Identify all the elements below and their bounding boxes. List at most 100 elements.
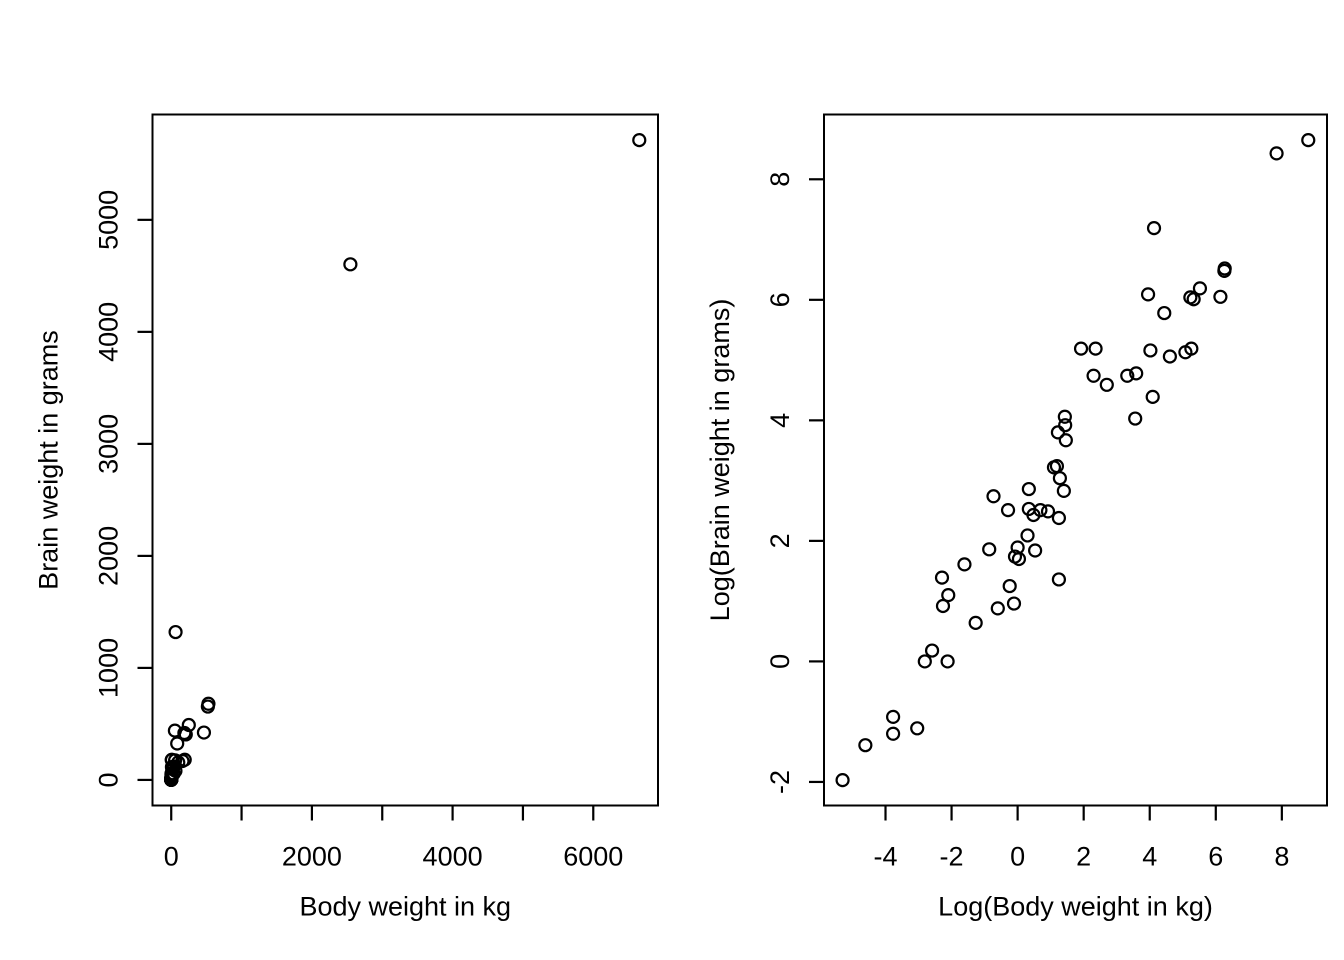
data-point bbox=[858, 738, 873, 753]
y-tick-label: 4 bbox=[765, 413, 795, 428]
y-tick-label: 8 bbox=[765, 172, 795, 187]
data-point bbox=[181, 717, 196, 733]
y-tick-label: 1000 bbox=[94, 638, 124, 698]
y-tick-label: 0 bbox=[765, 654, 795, 669]
data-point bbox=[1128, 411, 1143, 426]
left-panel: 0 2000 4000 6000 0 1000 2000 3000 4000 5000 Body w… bbox=[34, 113, 659, 922]
y-axis-title: Log(Brain weight in grams) bbox=[705, 299, 735, 622]
data-point bbox=[1178, 345, 1193, 360]
data-point bbox=[1058, 433, 1073, 448]
y-tick-label: 2 bbox=[765, 533, 795, 548]
data-point bbox=[1099, 377, 1114, 392]
y-tick-label: 3000 bbox=[94, 414, 124, 474]
data-point bbox=[1058, 418, 1073, 433]
data-point bbox=[201, 696, 216, 711]
data-point bbox=[168, 624, 183, 640]
data-point bbox=[1217, 261, 1232, 276]
data-point bbox=[1056, 483, 1071, 498]
data-point bbox=[164, 772, 179, 787]
data-point bbox=[1051, 572, 1067, 587]
x-tick-label: 4 bbox=[1142, 842, 1157, 872]
data-point bbox=[1028, 543, 1043, 558]
data-point bbox=[196, 725, 212, 740]
data-point bbox=[1073, 341, 1089, 356]
data-point bbox=[1006, 596, 1022, 611]
x-tick-label: 0 bbox=[164, 842, 179, 872]
data-point bbox=[990, 601, 1005, 616]
data-point bbox=[968, 615, 983, 630]
data-point bbox=[1192, 281, 1208, 296]
x-tick-label: 8 bbox=[1274, 842, 1289, 872]
data-point bbox=[924, 643, 940, 658]
plot-box bbox=[151, 113, 659, 807]
data-point bbox=[175, 753, 190, 769]
data-point bbox=[1186, 292, 1201, 307]
data-point bbox=[1050, 425, 1066, 440]
data-point bbox=[1301, 133, 1316, 148]
data-point bbox=[1145, 389, 1160, 404]
right-panel: -4 -2 0 2 4 6 8 -2 0 2 4 6 8 Log(Body weight in kg) Lo… bbox=[705, 113, 1328, 922]
x-axis-title: Log(Body weight in kg) bbox=[938, 892, 1213, 922]
data-point bbox=[1040, 504, 1056, 519]
data-point bbox=[940, 654, 955, 669]
x-tick-label: 2 bbox=[1076, 842, 1091, 872]
data-point bbox=[1086, 368, 1101, 383]
data-point bbox=[167, 723, 182, 738]
y-tick-label: 2000 bbox=[94, 526, 124, 586]
data-point bbox=[1213, 289, 1228, 304]
data-point bbox=[170, 736, 185, 751]
data-point bbox=[1120, 368, 1135, 383]
data-point bbox=[1269, 146, 1284, 161]
data-point bbox=[886, 726, 901, 741]
data-point bbox=[835, 773, 850, 788]
data-point bbox=[1007, 549, 1023, 564]
data-point bbox=[1046, 460, 1062, 475]
data-point bbox=[934, 570, 950, 585]
data-point bbox=[177, 725, 192, 741]
data-point bbox=[343, 257, 358, 272]
y-tick-label: 4000 bbox=[94, 302, 124, 362]
data-point bbox=[1051, 510, 1067, 526]
y-tick-label: 5000 bbox=[94, 190, 124, 250]
data-point bbox=[1052, 471, 1067, 486]
data-point bbox=[935, 598, 951, 614]
data-point bbox=[1021, 481, 1036, 497]
data-point bbox=[1010, 540, 1025, 555]
data-point bbox=[632, 132, 647, 148]
data-point bbox=[1140, 287, 1156, 302]
data-point bbox=[941, 588, 956, 603]
data-point bbox=[1162, 349, 1177, 364]
y-tick-label: 6 bbox=[765, 292, 795, 307]
data-point bbox=[917, 654, 932, 669]
plot-box bbox=[823, 113, 1328, 807]
x-axis-title: Body weight in kg bbox=[299, 892, 511, 922]
data-point bbox=[1002, 578, 1017, 594]
data-point bbox=[1000, 503, 1016, 518]
x-tick-label: 0 bbox=[1010, 842, 1025, 872]
data-point bbox=[1157, 305, 1172, 321]
x-tick-label: 6000 bbox=[563, 842, 623, 872]
data-point bbox=[910, 721, 925, 736]
data-point bbox=[986, 489, 1001, 504]
data-point bbox=[1088, 341, 1103, 356]
data-point bbox=[164, 767, 179, 782]
x-tick-label: -4 bbox=[874, 842, 898, 872]
data-point bbox=[1026, 507, 1041, 523]
y-axis-title: Brain weight in grams bbox=[34, 330, 64, 590]
y-tick-label: -2 bbox=[765, 770, 795, 794]
y-tick-label: 0 bbox=[94, 772, 124, 787]
data-point bbox=[886, 709, 901, 724]
data-point bbox=[1146, 221, 1162, 236]
data-point bbox=[982, 542, 997, 557]
x-tick-label: -2 bbox=[940, 842, 964, 872]
x-tick-label: 6 bbox=[1208, 842, 1223, 872]
data-point bbox=[957, 557, 972, 572]
x-tick-label: 2000 bbox=[282, 842, 342, 872]
data-point bbox=[1020, 528, 1035, 543]
data-point bbox=[1143, 343, 1158, 358]
data-point bbox=[1129, 366, 1144, 381]
data-point bbox=[1057, 409, 1072, 424]
x-tick-label: 4000 bbox=[423, 842, 483, 872]
